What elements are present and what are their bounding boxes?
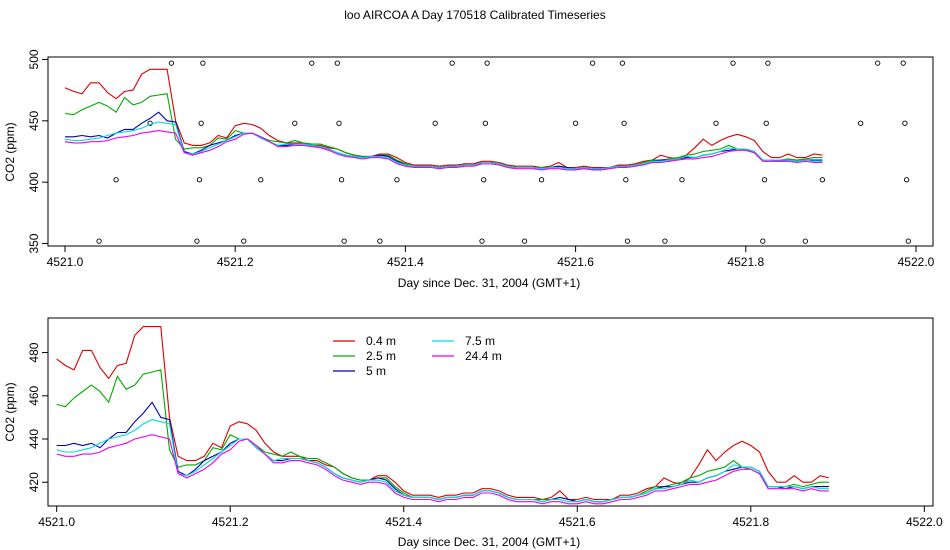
bottom-y-tick-label: 460 xyxy=(27,385,41,405)
bottom-series-line xyxy=(56,326,830,501)
bottom-y-tick-label: 440 xyxy=(27,429,41,449)
top-y-axis-label: CO2 (ppm) xyxy=(3,122,17,181)
legend-label: 24.4 m xyxy=(465,349,502,363)
scatter-point xyxy=(619,60,626,66)
bottom-y-tick-label: 480 xyxy=(27,342,41,362)
scatter-point xyxy=(196,177,203,183)
scatter-point xyxy=(341,238,347,244)
scatter-point xyxy=(624,238,631,244)
bottom-axis-ticks: 4521.0 4521.2 4521.4 4521.6 4521.8 4522.0 420 4… xyxy=(27,342,943,529)
top-x-tick-label: 4522.0 xyxy=(898,255,935,269)
scatter-point xyxy=(662,238,668,244)
legend-label: 7.5 m xyxy=(465,334,495,348)
chart-title: loo AIRCOA A Day 170518 Calibrated Times… xyxy=(344,8,606,22)
scatter-point xyxy=(377,238,383,244)
bottom-x-tick-label: 4521.8 xyxy=(732,515,769,529)
scatter-point xyxy=(338,177,345,183)
top-y-tick-label: 450 xyxy=(27,110,41,130)
top-x-tick-label: 4521.6 xyxy=(557,255,594,269)
top-y-tick-label: 350 xyxy=(27,233,41,253)
scatter-point xyxy=(760,238,766,244)
bottom-series-line xyxy=(56,434,829,505)
scatter-point xyxy=(621,120,627,126)
scatter-point xyxy=(900,60,906,66)
legend: 0.4 m2.5 m5 m 7.5 m24.4 m xyxy=(333,334,502,378)
scatter-point xyxy=(479,238,485,244)
bottom-y-axis-label: CO2 (ppm) xyxy=(3,382,17,441)
scatter-point xyxy=(96,238,102,244)
scatter-point xyxy=(902,120,908,126)
scatter-point xyxy=(449,60,455,66)
bottom-plot-frame xyxy=(47,317,934,507)
scatter-point xyxy=(538,177,545,183)
legend-label: 0.4 m xyxy=(366,334,396,348)
top-x-tick-label: 4521.4 xyxy=(387,255,424,269)
scatter-point xyxy=(875,60,881,66)
top-axis-ticks: 4521.0 4521.2 4521.4 4521.6 4521.8 4522.0 350 4… xyxy=(27,49,935,269)
scatter-point xyxy=(241,238,247,244)
scatter-point xyxy=(258,177,264,183)
scatter-point xyxy=(819,177,826,183)
scatter-point xyxy=(858,120,864,126)
scatter-point xyxy=(309,60,315,66)
scatter-point xyxy=(292,120,298,126)
scatter-point xyxy=(200,60,206,66)
scatter-point xyxy=(802,238,809,244)
scatter-point xyxy=(394,177,400,183)
scatter-point xyxy=(765,60,771,66)
top-x-axis-label: Day since Dec. 31, 2004 (GMT+1) xyxy=(398,276,580,290)
scatter-point xyxy=(903,177,910,183)
scatter-point xyxy=(679,177,685,183)
top-x-tick-label: 4521.0 xyxy=(47,255,84,269)
bottom-x-tick-label: 4522.0 xyxy=(906,515,943,529)
scatter-point xyxy=(194,238,200,244)
scatter-point xyxy=(521,238,528,244)
legend-label: 2.5 m xyxy=(366,349,396,363)
scatter-point xyxy=(761,177,768,183)
scatter-point xyxy=(589,60,596,66)
scatter-point xyxy=(482,120,489,126)
scatter-point xyxy=(432,120,438,126)
bottom-series-lines xyxy=(56,326,830,505)
bottom-x-axis-label: Day since Dec. 31, 2004 (GMT+1) xyxy=(398,535,580,549)
top-series-line xyxy=(64,68,823,169)
scatter-point xyxy=(572,120,579,126)
top-series-line xyxy=(64,121,823,170)
bottom-x-tick-label: 4521.6 xyxy=(559,515,596,529)
scatter-point xyxy=(168,60,175,66)
bottom-y-tick-label: 420 xyxy=(27,472,41,492)
scatter-point xyxy=(113,177,119,183)
top-series-line xyxy=(64,130,823,171)
top-x-tick-label: 4521.8 xyxy=(727,255,764,269)
scatter-point xyxy=(713,120,719,126)
top-series-lines xyxy=(64,68,823,171)
bottom-x-tick-label: 4521.2 xyxy=(212,515,249,529)
bottom-panel: 4521.0 4521.2 4521.4 4521.6 4521.8 4522.0 420 4… xyxy=(3,317,943,549)
scatter-point xyxy=(484,60,490,66)
top-y-tick-label: 400 xyxy=(27,172,41,192)
scatter-point xyxy=(198,120,204,126)
top-plot-frame xyxy=(47,56,934,247)
top-scatter-points xyxy=(96,60,911,244)
bottom-series-line xyxy=(56,419,829,503)
bottom-x-tick-label: 4521.0 xyxy=(38,515,75,529)
bottom-x-tick-label: 4521.4 xyxy=(385,515,422,529)
scatter-point xyxy=(905,238,911,244)
top-x-tick-label: 4521.2 xyxy=(217,255,254,269)
scatter-point xyxy=(763,120,769,126)
scatter-point xyxy=(730,60,736,66)
scatter-point xyxy=(147,120,153,126)
top-y-tick-label: 500 xyxy=(27,49,41,69)
scatter-point xyxy=(481,177,487,183)
legend-label: 5 m xyxy=(366,364,386,378)
scatter-point xyxy=(623,177,629,183)
top-panel: 4521.0 4521.2 4521.4 4521.6 4521.8 4522.0 350 4… xyxy=(3,49,935,290)
scatter-point xyxy=(334,60,340,66)
scatter-point xyxy=(336,120,342,126)
